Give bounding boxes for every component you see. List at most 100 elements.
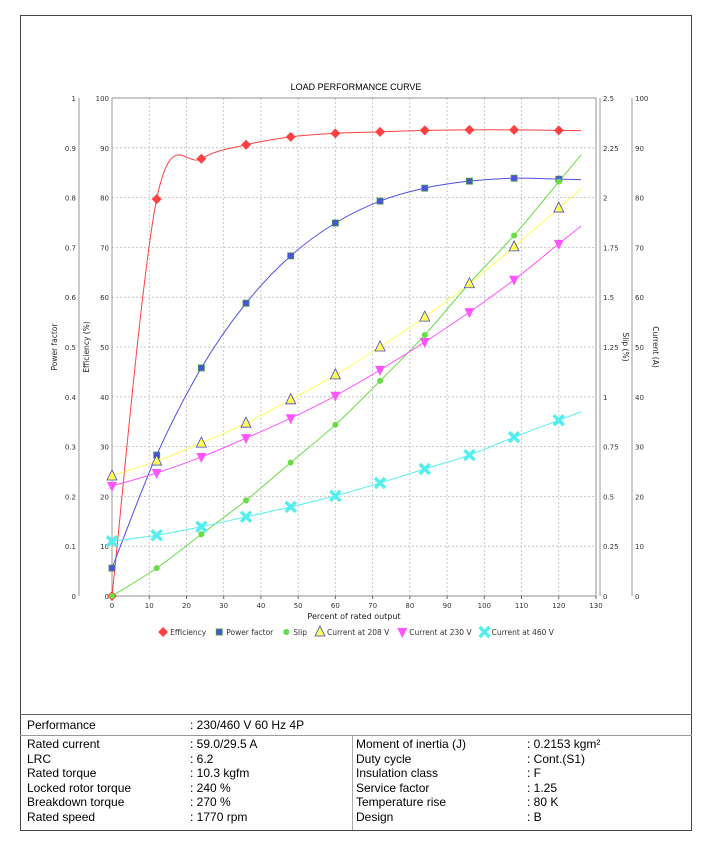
current-tick-label: 60 (635, 294, 644, 302)
data-point (151, 468, 162, 479)
current-tick-label: 20 (635, 493, 644, 501)
efficiency-tick-label: 60 (100, 294, 109, 302)
data-point (151, 194, 162, 205)
data-point (105, 534, 119, 548)
slip-tick-label: 1 (603, 394, 607, 402)
data-point (330, 128, 341, 139)
efficiency-tick-label: 40 (100, 394, 109, 402)
data-point (332, 421, 339, 428)
current-tick-label: 50 (635, 344, 644, 352)
x-tick-label: 130 (589, 602, 602, 610)
performance-label: Performance (27, 718, 96, 732)
data-point (463, 448, 476, 462)
data-point (511, 232, 518, 239)
spec-label: Breakdown torque (27, 795, 125, 810)
x-tick-label: 80 (405, 602, 414, 610)
x-tick-label: 90 (443, 602, 452, 610)
data-point (284, 500, 297, 514)
x-tick-label: 120 (552, 602, 565, 610)
power_factor-tick-label: 0.2 (65, 493, 76, 501)
data-point (376, 197, 384, 205)
data-point (466, 177, 473, 185)
power_factor-tick-label: 0.6 (65, 294, 77, 302)
slip-tick-label: 1.25 (603, 344, 619, 352)
y-axis-label-efficiency: Efficiency (%) (82, 321, 91, 373)
slip-tick-label: 1.75 (603, 244, 619, 252)
x-tick-label: 40 (256, 602, 265, 610)
slip-tick-label: 2 (603, 195, 607, 203)
table-divider (20, 735, 692, 736)
data-point (287, 459, 294, 466)
spec-value: : 0.2153 kgm² (527, 737, 601, 751)
spec-label: LRC (27, 751, 52, 766)
spec-value: : 1.25 (527, 780, 558, 795)
data-point (330, 391, 341, 402)
data-point (109, 593, 115, 599)
slip-tick-label: 0.25 (603, 543, 619, 551)
legend-label: Efficiency (170, 628, 207, 637)
power_factor-tick-label: 0 (72, 593, 76, 601)
efficiency-tick-label: 0 (105, 593, 109, 601)
x-axis-label: Percent of rated output (307, 612, 400, 621)
power_factor-tick-label: 0.1 (65, 543, 76, 551)
data-point (419, 125, 430, 136)
spec-label: Rated current (27, 737, 100, 751)
data-point (195, 436, 208, 448)
series-line-current-at-460-v (111, 411, 582, 542)
data-point (507, 430, 521, 444)
data-point (553, 201, 565, 213)
x-tick-label: 60 (331, 602, 340, 610)
data-point (285, 414, 296, 425)
data-point (108, 564, 116, 572)
data-point (196, 453, 207, 464)
data-point (553, 239, 564, 250)
spec-label: Insulation class (356, 766, 439, 781)
data-point (418, 462, 431, 476)
data-point (375, 126, 386, 137)
data-point (552, 413, 566, 427)
legend-label: Current at 460 V (492, 628, 555, 637)
efficiency-tick-label: 70 (100, 244, 109, 252)
spec-value: : F (527, 766, 541, 781)
slip-tick-label: 2.5 (603, 95, 614, 103)
power_factor-tick-label: 0.8 (65, 195, 76, 203)
data-point (285, 392, 297, 405)
y-axis-label-slip: Slip (%) (621, 332, 630, 361)
power_factor-tick-label: 0.4 (65, 394, 77, 402)
current-tick-label: 30 (635, 444, 644, 452)
spec-label: Duty cycle (356, 751, 412, 766)
data-point (195, 520, 208, 534)
data-point (419, 310, 431, 322)
data-point (553, 125, 564, 136)
data-point (329, 367, 342, 380)
data-point (374, 340, 386, 352)
legend-marker (215, 628, 223, 636)
series-line-power-factor (111, 177, 582, 569)
load-performance-chart: LOAD PERFORMANCE CURVE Percent of rated … (50, 82, 660, 639)
current-tick-label: 70 (635, 244, 644, 252)
data-point (287, 252, 295, 260)
data-point (240, 416, 252, 428)
data-point (198, 531, 205, 538)
legend-label: Current at 208 V (327, 628, 390, 637)
current-tick-label: 100 (635, 95, 648, 103)
efficiency-tick-label: 20 (100, 493, 109, 501)
report-frame (20, 15, 692, 831)
current-tick-label: 10 (635, 543, 644, 551)
slip-tick-label: 1.5 (603, 294, 614, 302)
legend-label: Slip (293, 628, 307, 637)
spec-value: : 6.2 (190, 751, 214, 766)
efficiency-tick-label: 30 (100, 444, 109, 452)
spec-value: : 59.0/29.5 A (190, 737, 258, 751)
legend-label: Current at 230 V (409, 628, 472, 637)
current-tick-label: 80 (635, 195, 644, 203)
data-point (555, 178, 562, 185)
data-point (197, 364, 205, 372)
x-tick-label: 0 (110, 602, 114, 610)
spec-label: Design (356, 810, 394, 824)
x-tick-label: 30 (219, 602, 228, 610)
spec-value: : 240 % (190, 780, 231, 795)
x-tick-label: 50 (294, 602, 303, 610)
spec-value: : 270 % (190, 795, 231, 810)
